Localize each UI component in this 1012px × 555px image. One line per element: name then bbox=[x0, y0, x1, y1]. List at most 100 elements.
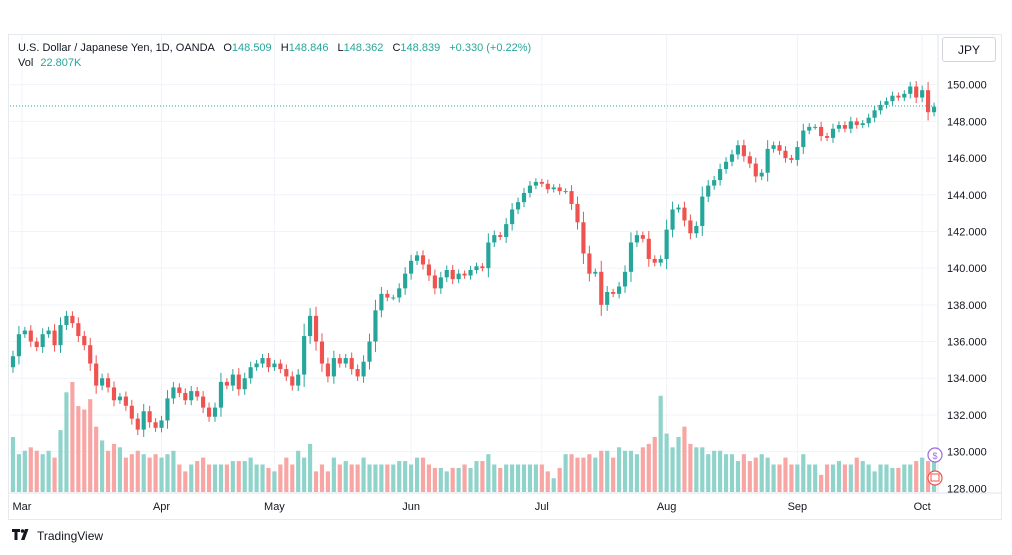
candle-body bbox=[201, 396, 206, 408]
volume-bar bbox=[111, 443, 117, 492]
volume-bar bbox=[551, 478, 556, 492]
currency-button[interactable]: JPY bbox=[942, 37, 996, 62]
candle-body bbox=[284, 369, 289, 377]
volume-bar bbox=[391, 464, 396, 492]
volume-bar bbox=[783, 457, 788, 492]
candle-body bbox=[189, 391, 194, 401]
volume-bar bbox=[813, 464, 818, 492]
price-tick-label: 132.000 bbox=[947, 410, 987, 422]
candle-body bbox=[165, 398, 170, 421]
volume-bar bbox=[706, 454, 711, 492]
volume-bar bbox=[189, 464, 194, 492]
volume-bar bbox=[183, 471, 188, 492]
candle-body bbox=[599, 271, 604, 305]
candle-body bbox=[456, 273, 461, 280]
candle-body bbox=[931, 106, 937, 113]
candle-body bbox=[331, 358, 336, 377]
volume-bar bbox=[242, 461, 247, 492]
candle-body bbox=[135, 418, 140, 430]
candle-body bbox=[795, 147, 800, 160]
candle-body bbox=[646, 238, 651, 259]
candle-body bbox=[248, 367, 253, 379]
volume-bar bbox=[510, 464, 515, 492]
volume-bar bbox=[284, 457, 289, 492]
candle-body bbox=[302, 336, 307, 375]
volume-bar bbox=[789, 464, 794, 492]
tradingview-brand[interactable]: TradingView bbox=[12, 529, 103, 543]
volume-bar bbox=[46, 450, 51, 492]
volume-bar bbox=[557, 467, 562, 492]
candle-body bbox=[397, 288, 402, 298]
volume-bar bbox=[735, 461, 741, 492]
candlesticks bbox=[10, 81, 937, 437]
volume-bar bbox=[444, 471, 449, 492]
candle-body bbox=[171, 387, 176, 399]
svg-text:$: $ bbox=[932, 451, 937, 461]
volume-bar bbox=[34, 450, 39, 492]
time-tick-label: Jul bbox=[535, 501, 549, 513]
high-value: 148.846 bbox=[288, 42, 329, 54]
volume-bar bbox=[230, 461, 235, 492]
volume-bar bbox=[343, 461, 348, 492]
candle-body bbox=[308, 315, 313, 337]
candle-body bbox=[813, 126, 818, 128]
volume-bar bbox=[718, 450, 723, 492]
candle-body bbox=[682, 207, 687, 221]
volume-bar bbox=[58, 430, 63, 492]
candle-body bbox=[462, 273, 467, 276]
candle-body bbox=[76, 323, 81, 337]
volume-bar bbox=[76, 406, 81, 492]
brand-name: TradingView bbox=[37, 529, 104, 543]
compare-icon[interactable]: $ bbox=[927, 447, 943, 463]
volume-bar bbox=[94, 426, 99, 492]
volume-bar bbox=[420, 457, 426, 492]
symbol-label[interactable]: U.S. Dollar / Japanese Yen, 1D, OANDA bbox=[18, 42, 215, 54]
candle-body bbox=[902, 93, 907, 98]
candle-body bbox=[712, 180, 717, 186]
candle-body bbox=[676, 207, 681, 210]
volume-bar bbox=[325, 471, 330, 492]
volume-bar bbox=[88, 399, 93, 492]
candle-body bbox=[242, 378, 247, 390]
candle-body bbox=[58, 325, 63, 346]
volume-bar bbox=[355, 464, 360, 492]
candle-body bbox=[88, 345, 93, 364]
volume-bar bbox=[40, 454, 45, 492]
candle-body bbox=[581, 222, 586, 254]
tradingview-logo-icon bbox=[12, 529, 32, 543]
volume-bar bbox=[319, 464, 325, 492]
volume-bar bbox=[147, 457, 152, 492]
volume-bar bbox=[581, 457, 586, 492]
calendar-icon[interactable] bbox=[927, 470, 943, 486]
volume-bar bbox=[593, 457, 598, 492]
candle-body bbox=[480, 266, 485, 269]
volume-bar bbox=[260, 464, 265, 492]
candle-body bbox=[521, 192, 527, 203]
candle-body bbox=[355, 369, 360, 377]
volume-value: 22.807K bbox=[40, 57, 82, 69]
volume-bar bbox=[254, 464, 259, 492]
time-axis[interactable]: Mar Apr May Jun Jul Aug Sep Oct bbox=[12, 501, 930, 513]
price-axis[interactable]: 150.000 148.000 146.000 144.000 142.000 140.0… bbox=[947, 80, 987, 496]
volume-bar bbox=[278, 464, 283, 492]
candle-body bbox=[385, 293, 390, 298]
candle-body bbox=[569, 191, 574, 204]
candle-body bbox=[652, 258, 657, 263]
volume-bar bbox=[379, 464, 384, 492]
volume-bar bbox=[836, 461, 842, 492]
time-tick-label: Oct bbox=[914, 501, 931, 513]
volume-bar bbox=[753, 457, 758, 492]
volume-bar bbox=[521, 464, 527, 492]
volume-bar bbox=[296, 450, 301, 492]
candle-body bbox=[914, 86, 919, 98]
volume-label: Vol bbox=[18, 57, 34, 69]
candle-body bbox=[367, 341, 372, 362]
candle-body bbox=[533, 181, 538, 186]
price-tick-label: 134.000 bbox=[947, 373, 987, 385]
volume-bar bbox=[474, 461, 479, 492]
volume-bar bbox=[575, 457, 580, 492]
volume-bar bbox=[664, 433, 669, 492]
candle-body bbox=[111, 387, 117, 401]
candle-body bbox=[824, 136, 830, 138]
